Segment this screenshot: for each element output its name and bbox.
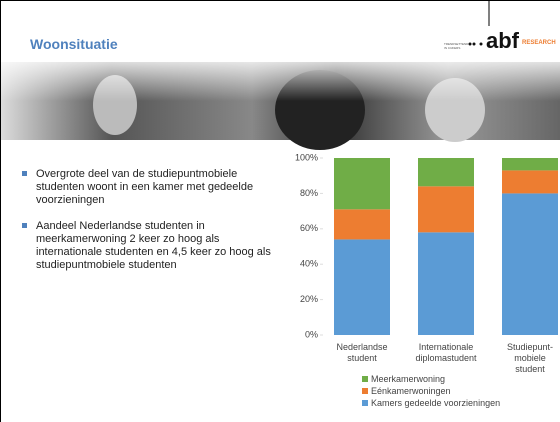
logo-tagline: TRENDSETTEND IN CIJFERS xyxy=(444,42,469,50)
logo-dot xyxy=(468,42,472,46)
legend-label: Eénkamerwoningen xyxy=(371,386,451,396)
x-tick-label: Studiepunt- mobiele student xyxy=(506,342,554,374)
logo-dot xyxy=(479,42,483,46)
legend-label: Kamers gedeelde voorzieningen xyxy=(371,398,501,408)
bar-segment xyxy=(334,209,390,240)
legend-entry: Meerkamerwoning xyxy=(362,374,445,384)
x-tick-label: Nederlandse student xyxy=(336,342,388,363)
bullet: Aandeel Nederlandse studenten in meerkam… xyxy=(22,220,272,272)
y-tick-label: 0% xyxy=(305,329,318,339)
legend-entry: Kamers gedeelde voorzieningen xyxy=(362,398,500,408)
bar-segment xyxy=(334,239,390,335)
legend-swatch xyxy=(362,388,368,394)
y-tick-label: 40% xyxy=(300,259,318,269)
bar-segment xyxy=(334,158,390,210)
photo-fade xyxy=(0,62,560,140)
legend-entry: Eénkamerwoningen xyxy=(362,386,451,396)
logo-dot xyxy=(472,42,476,46)
bar-segment xyxy=(502,158,558,171)
logo: abf xyxy=(486,28,519,53)
bar-segment xyxy=(418,186,474,233)
bullet: Overgrote deel van de studiepuntmobiele … xyxy=(22,168,272,207)
y-tick-label: 100% xyxy=(295,152,318,162)
bar-segment xyxy=(502,170,558,194)
y-tick-label: 20% xyxy=(300,294,318,304)
bar-segment xyxy=(418,232,474,335)
x-tick-label: Internationale diplomastudent xyxy=(415,342,477,363)
bullet-list: Overgrote deel van de studiepuntmobiele … xyxy=(22,168,272,285)
y-tick-label: 60% xyxy=(300,223,318,233)
slide-title: Woonsituatie xyxy=(30,36,118,52)
bar-segment xyxy=(418,158,474,187)
legend-label: Meerkamerwoning xyxy=(371,374,446,384)
logo-suffix: RESEARCH xyxy=(522,40,556,46)
y-tick-label: 80% xyxy=(300,188,318,198)
legend-swatch xyxy=(362,376,368,382)
legend-swatch xyxy=(362,400,368,406)
bar-segment xyxy=(502,193,558,335)
